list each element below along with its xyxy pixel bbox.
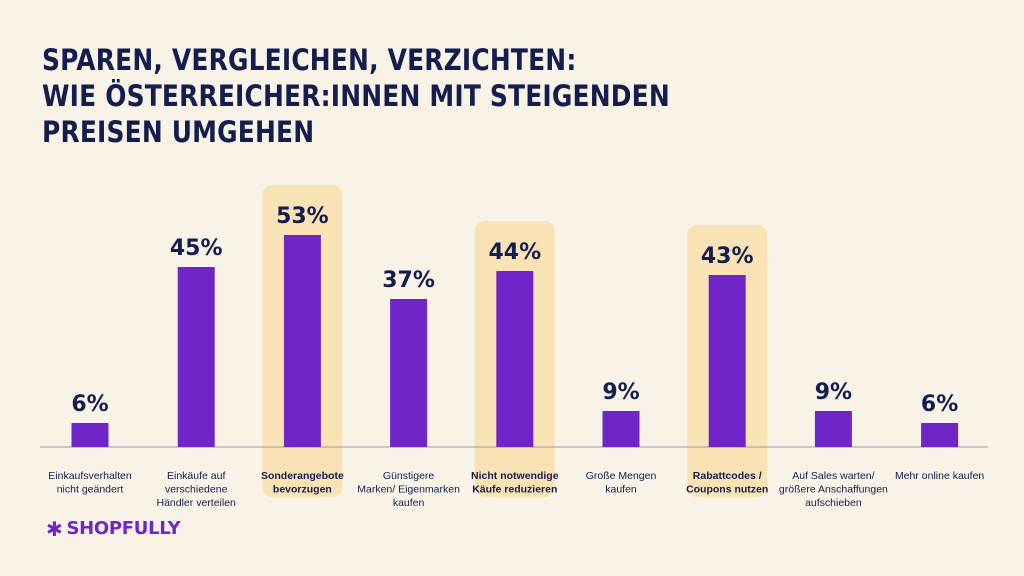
bar-1 — [71, 423, 109, 447]
logo-text: SHOPFULLY — [66, 518, 181, 539]
bar-9 — [921, 423, 959, 447]
category-label-2: Einkäufe auf verschiedene Händler verteile… — [157, 470, 237, 509]
category-label-5: Nicht notwendige Käufe reduzieren — [471, 470, 559, 496]
data-label-8: 9% — [815, 380, 852, 405]
category-label-8: Auf Sales warten/größere Anschaffungen au… — [779, 470, 888, 509]
asterisk-icon: ✱ — [46, 516, 63, 541]
category-label-3: Sonderangebote bevorzugen — [261, 470, 344, 496]
bar-7 — [708, 275, 746, 447]
data-label-5: 44% — [488, 240, 541, 265]
data-label-4: 37% — [382, 268, 435, 293]
bar-4 — [390, 299, 428, 447]
category-label-6: Große Mengen kaufen — [586, 470, 657, 496]
bar-8 — [814, 411, 852, 447]
data-label-3: 53% — [276, 204, 329, 229]
category-label-4: Günstigere Marken/ Eigenmarken kaufen — [357, 470, 460, 509]
title-line-3: PREISEN UMGEHEN — [42, 115, 315, 149]
title-line-2: WIE ÖSTERREICHER:INNEN MIT STEIGENDEN — [42, 79, 670, 113]
title-line-1: SPAREN, VERGLEICHEN, VERZICHTEN: — [42, 43, 577, 77]
shopfully-logo: ✱ SHOPFULLY — [46, 516, 181, 541]
chart-title: SPAREN, VERGLEICHEN, VERZICHTEN: WIE ÖST… — [42, 42, 670, 150]
bar-5 — [496, 271, 534, 447]
data-label-2: 45% — [170, 236, 223, 261]
bar-3 — [283, 235, 321, 447]
category-label-7: Rabattcodes / Coupons nutzen — [686, 470, 768, 496]
bar-6 — [602, 411, 640, 447]
bar-2 — [177, 267, 215, 447]
data-label-9: 6% — [921, 392, 958, 417]
data-label-7: 43% — [701, 244, 754, 269]
category-label-9: Mehr online kaufen — [895, 470, 984, 482]
data-label-6: 9% — [602, 380, 639, 405]
category-label-1: Einkaufsverhalten nicht geändert — [48, 470, 132, 496]
data-label-1: 6% — [71, 392, 108, 417]
